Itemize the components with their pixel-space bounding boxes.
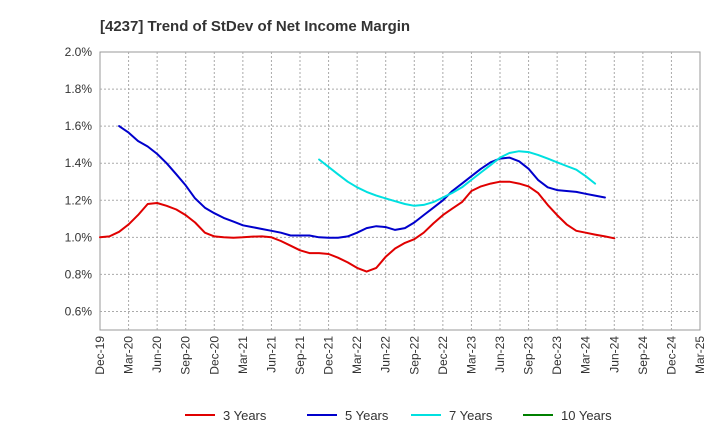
x-tick-label: Jun-23	[493, 336, 507, 373]
y-tick-label: 2.0%	[65, 45, 93, 59]
series-line-1	[99, 180, 616, 273]
x-tick-label: Mar-20	[122, 336, 136, 374]
y-tick-label: 0.6%	[65, 304, 93, 318]
y-tick-label: 1.0%	[65, 230, 93, 244]
x-tick-label: Mar-24	[579, 336, 593, 374]
x-tick-label: Jun-24	[607, 336, 621, 373]
x-tick-label: Dec-23	[550, 336, 564, 375]
y-tick-label: 0.8%	[65, 267, 93, 281]
x-tick-label: Dec-21	[322, 336, 336, 375]
x-tick-label: Jun-20	[150, 336, 164, 373]
x-tick-label: Jun-21	[264, 336, 278, 373]
series-line-2	[118, 125, 606, 239]
y-tick-label: 1.2%	[65, 193, 93, 207]
x-tick-label: Mar-25	[693, 336, 707, 374]
x-tick-label: Sep-21	[293, 336, 307, 375]
x-tick-label: Jun-22	[379, 336, 393, 373]
plot-frame	[99, 51, 701, 331]
x-tick-label: Mar-21	[236, 336, 250, 374]
x-tick-label: Sep-22	[407, 336, 421, 375]
legend-label-4: 10 Years	[561, 408, 612, 423]
x-tick-label: Dec-19	[93, 336, 107, 375]
chart-title: [4237] Trend of StDev of Net Income Marg…	[100, 18, 410, 35]
x-tick-label: Sep-20	[179, 336, 193, 375]
x-tick-label: Mar-23	[464, 336, 478, 374]
x-tick-label: Sep-24	[636, 336, 650, 375]
legend-label-1: 3 Years	[223, 408, 267, 423]
y-tick-label: 1.8%	[65, 82, 93, 96]
x-tick-label: Dec-20	[207, 336, 221, 375]
y-tick-label: 1.4%	[65, 156, 93, 170]
x-tick-label: Dec-24	[664, 336, 678, 375]
x-tick-label: Mar-22	[350, 336, 364, 374]
x-tick-label: Dec-22	[436, 336, 450, 375]
legend: 3 Years 5 Years 7 Years 10 Years	[185, 408, 612, 423]
series-line-3	[318, 150, 597, 207]
legend-label-3: 7 Years	[449, 408, 493, 423]
x-tick-label: Sep-23	[522, 336, 536, 375]
y-tick-label: 1.6%	[65, 119, 93, 133]
legend-label-2: 5 Years	[345, 408, 389, 423]
plot-area: 0.6% 0.8% 1.0% 1.2% 1.4% 1.6% 1.8% 2.0% Dec-19 Ma…	[65, 45, 707, 375]
